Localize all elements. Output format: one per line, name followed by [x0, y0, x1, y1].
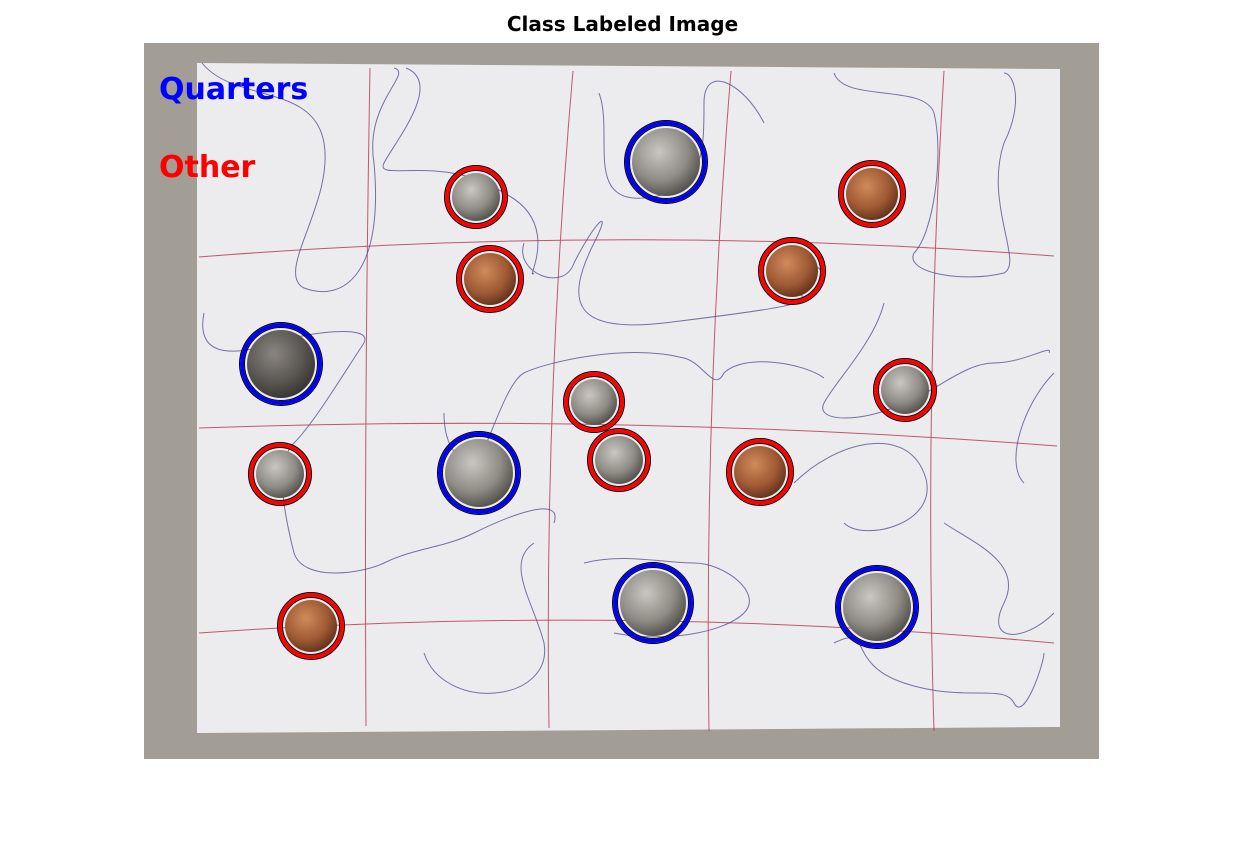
other-coin [587, 428, 651, 492]
coin-face [285, 600, 337, 652]
other-outline [759, 238, 825, 304]
outline-edge [253, 447, 307, 501]
figure-title: Class Labeled Image [506, 12, 739, 36]
outline-edge [624, 120, 708, 204]
outline-edge [239, 322, 323, 406]
outline-edge [629, 125, 703, 199]
quarter-coin [835, 565, 919, 649]
coin-face [734, 446, 786, 498]
other-coin [248, 442, 312, 506]
outline-edge [587, 428, 651, 492]
other-coin [563, 371, 625, 433]
coins-layer [239, 120, 937, 660]
outline-edge [592, 433, 646, 487]
other-outline [278, 593, 344, 659]
coin-face [464, 253, 516, 305]
outline-edge [244, 327, 318, 401]
quarter-coin [624, 120, 708, 204]
outline-edge [763, 242, 821, 300]
coin-face [843, 573, 911, 641]
legend-other-label: Other [159, 150, 256, 185]
other-outline [874, 359, 936, 421]
outline-edge [456, 245, 524, 313]
outline-edge [843, 165, 901, 223]
outline-edge [838, 160, 906, 228]
coin-face [452, 173, 500, 221]
quarters-outline [240, 323, 322, 405]
outline-edge [248, 442, 312, 506]
other-outline [588, 429, 650, 491]
outline-edge [449, 170, 503, 224]
other-coin [277, 592, 345, 660]
labeled-photo: Quarters Other [144, 43, 1099, 759]
other-coin [456, 245, 524, 313]
other-coin [726, 438, 794, 506]
other-outline [564, 372, 624, 432]
outline-edge [835, 565, 919, 649]
coin-face [595, 436, 643, 484]
coin-face [445, 439, 513, 507]
outline-edge [277, 592, 345, 660]
other-outline [839, 161, 905, 227]
other-coin [873, 358, 937, 422]
quarter-coin [612, 562, 694, 644]
other-outline [249, 443, 311, 505]
coin-face [881, 366, 929, 414]
quarters-outline [836, 566, 918, 648]
outline-edge [282, 597, 340, 655]
coin-face [620, 570, 686, 636]
outline-edge [726, 438, 794, 506]
coin-face [571, 379, 617, 425]
outline-edge [612, 562, 694, 644]
quarters-outline [438, 432, 520, 514]
outline-edge [840, 570, 914, 644]
outline-edge [878, 363, 932, 417]
other-outline [727, 439, 793, 505]
coin-face [632, 128, 700, 196]
quarters-outline [625, 121, 707, 203]
coin-face [247, 330, 315, 398]
outline-edge [563, 371, 625, 433]
outline-edge [758, 237, 826, 305]
outline-edge [731, 443, 789, 501]
coin-face [256, 450, 304, 498]
outline-edge [568, 376, 620, 428]
other-coin [838, 160, 906, 228]
outline-edge [617, 567, 689, 639]
legend-quarters-label: Quarters [159, 72, 308, 107]
outline-edge [442, 436, 516, 510]
outline-edge [444, 165, 508, 229]
outline-edge [461, 250, 519, 308]
other-coin [444, 165, 508, 229]
quarter-coin [437, 431, 521, 515]
quarter-coin [239, 322, 323, 406]
outline-edge [873, 358, 937, 422]
quarters-outline [613, 563, 693, 643]
paper-sheet [197, 63, 1060, 733]
outline-edge [437, 431, 521, 515]
coin-face [846, 168, 898, 220]
other-coin [758, 237, 826, 305]
coin-face [766, 245, 818, 297]
other-outline [457, 246, 523, 312]
other-outline [445, 166, 507, 228]
